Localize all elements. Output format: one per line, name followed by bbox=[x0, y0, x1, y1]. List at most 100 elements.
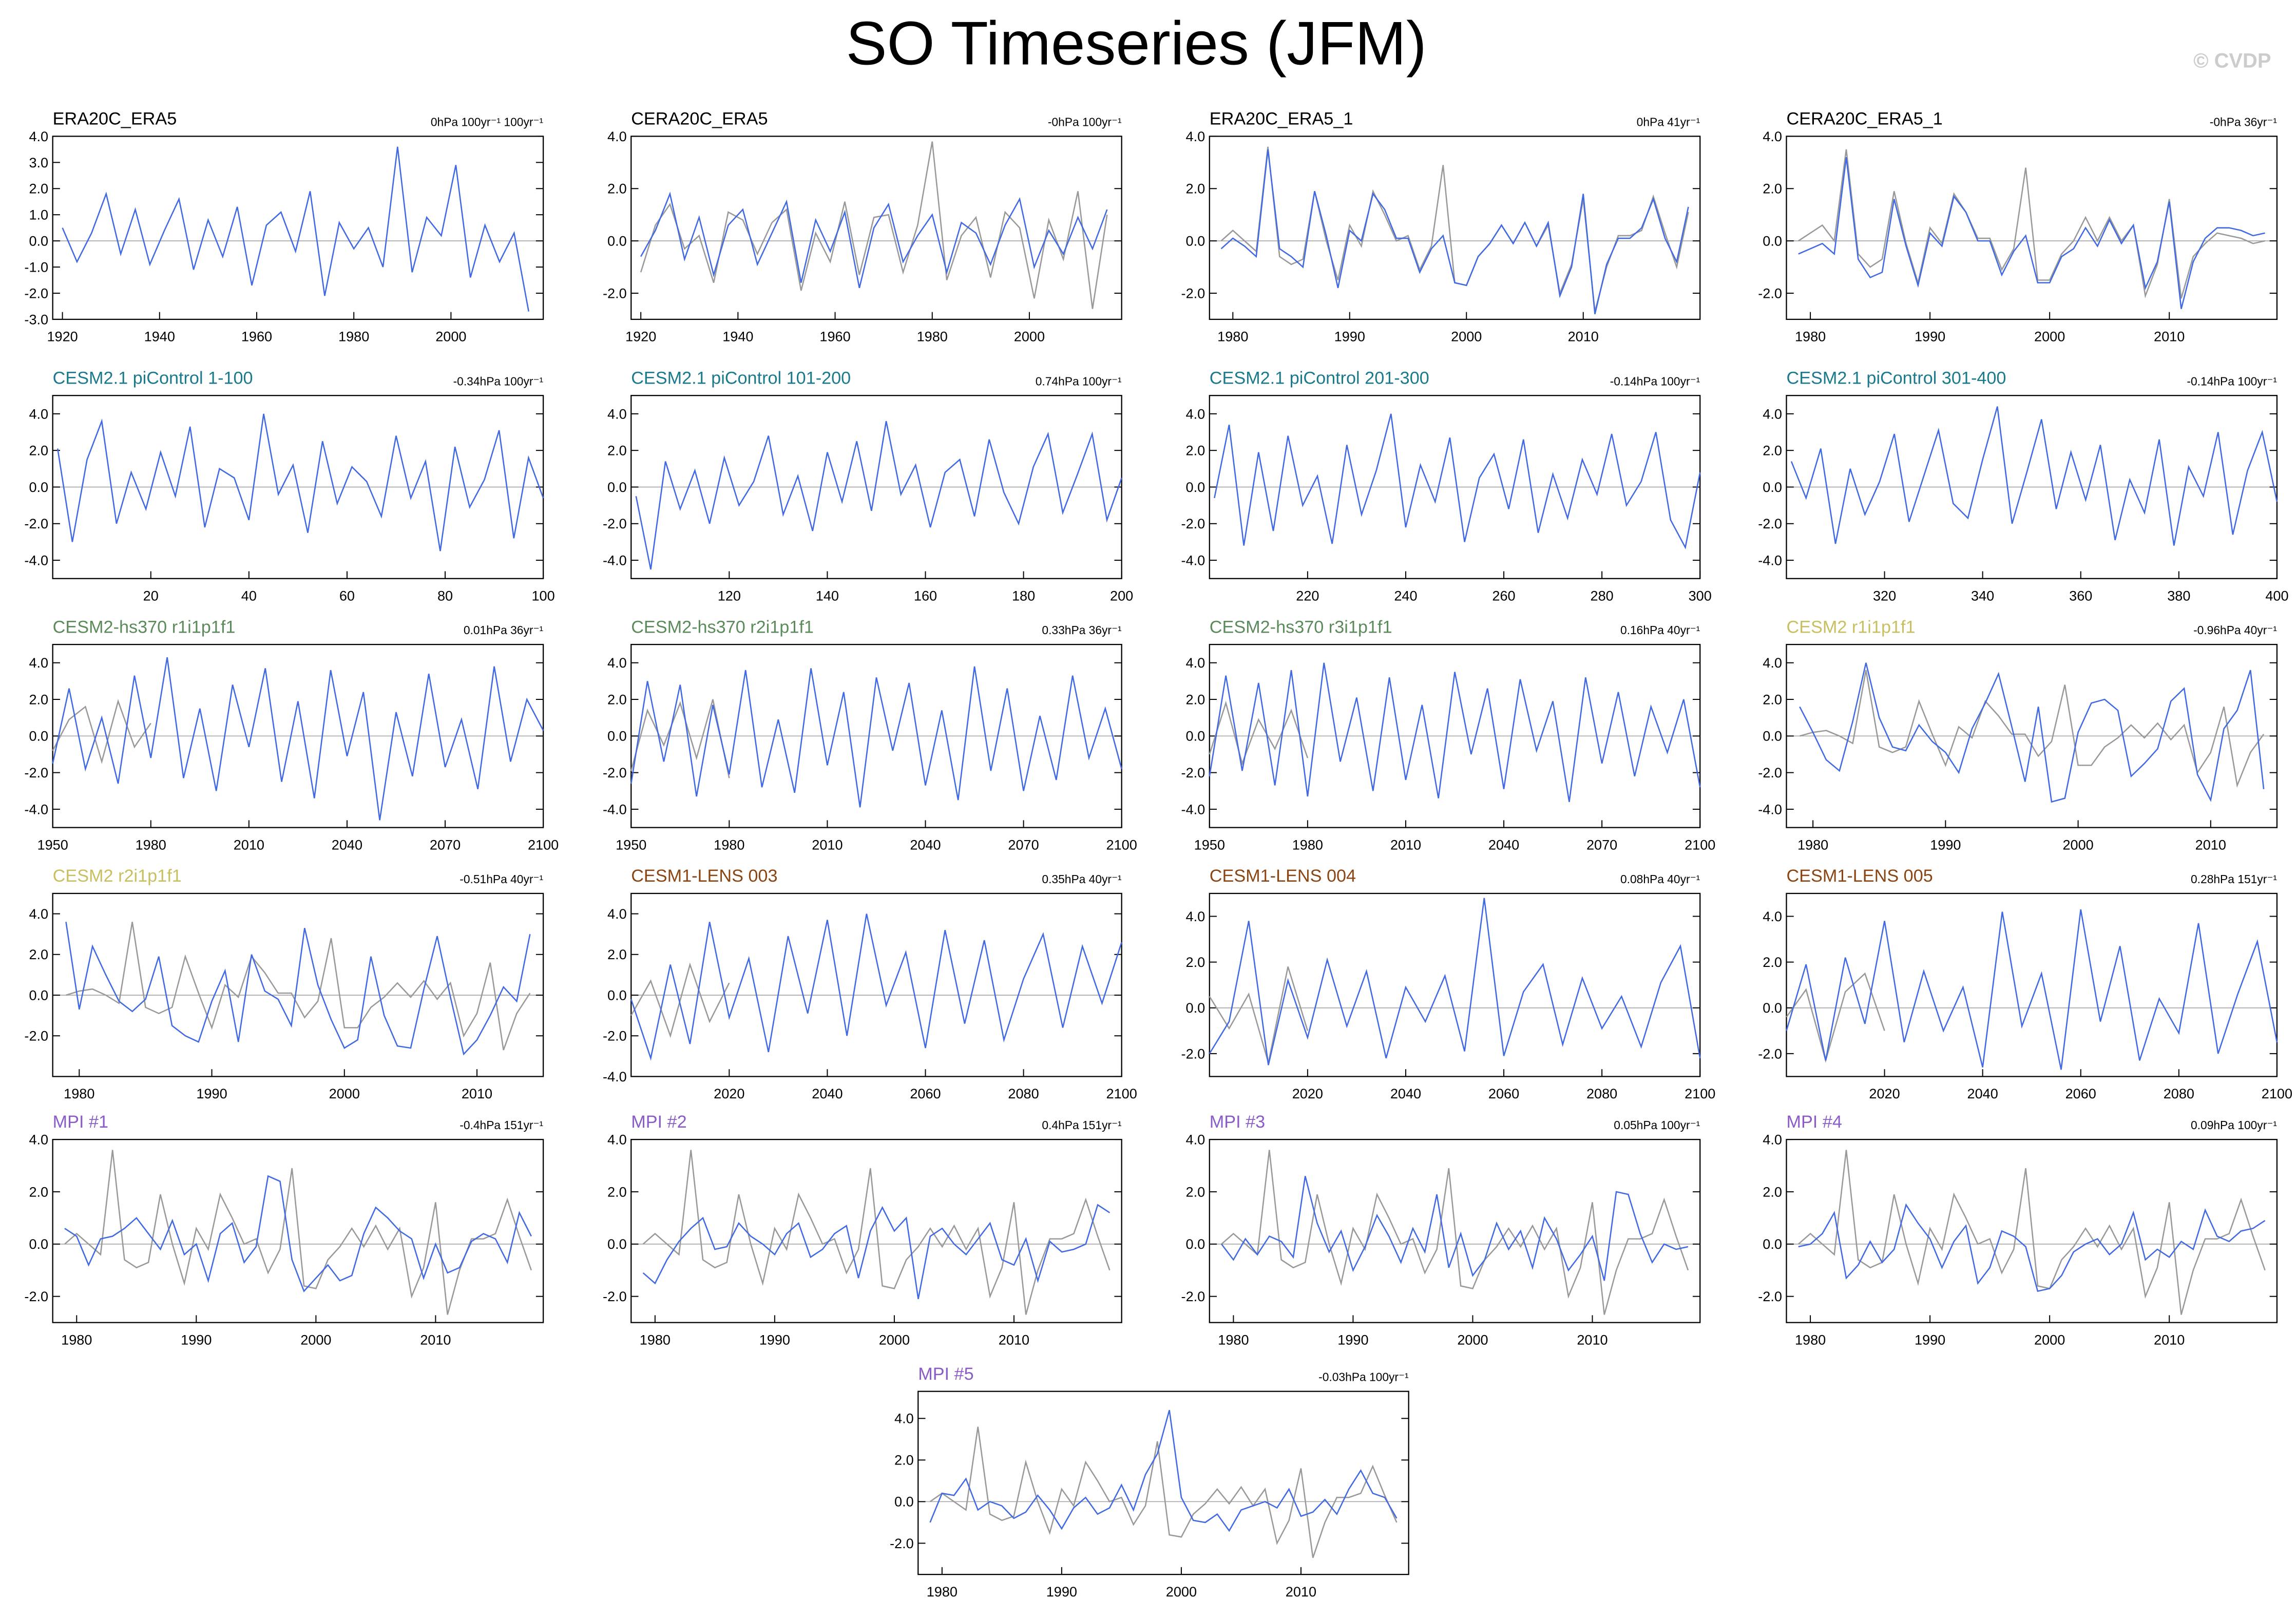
y-tick-label: 4.0 bbox=[1763, 128, 1782, 144]
plot-frame bbox=[1786, 136, 2278, 320]
y-tick-label: 4.0 bbox=[29, 1131, 48, 1147]
x-tick-label: 2040 bbox=[812, 1086, 843, 1101]
y-tick-label: -4.0 bbox=[24, 552, 48, 568]
series-line bbox=[1786, 909, 2278, 1070]
y-tick-label: -4.0 bbox=[603, 801, 627, 817]
x-tick-label: 200 bbox=[1110, 588, 1133, 604]
panel: CESM1-LENS 003 0.35hPa 40yr⁻¹ -4.0 -2.0 0.0 2… bbox=[603, 866, 1137, 1101]
panel: CESM2.1 piControl 101-200 0.74hPa 100yr⁻¹… bbox=[603, 368, 1133, 603]
y-tick-label: 4.0 bbox=[1186, 908, 1206, 924]
panel-subtitle: 0.05hPa 100yr⁻¹ bbox=[1614, 1118, 1700, 1132]
x-tick-label: 380 bbox=[2167, 588, 2190, 604]
y-tick-label: 4.0 bbox=[29, 906, 48, 922]
y-tick-label: 2.0 bbox=[1186, 181, 1206, 197]
series-line bbox=[630, 666, 1122, 808]
y-tick-label: 4.0 bbox=[1763, 1131, 1782, 1147]
x-tick-label: 2070 bbox=[430, 836, 461, 852]
series-line bbox=[1209, 700, 1309, 766]
y-tick-label: -4.0 bbox=[603, 552, 627, 568]
x-tick-label: 220 bbox=[1296, 588, 1319, 604]
y-tick-label: 2.0 bbox=[1763, 691, 1782, 707]
y-tick-label: -4.0 bbox=[1758, 801, 1782, 817]
x-tick-label: 2100 bbox=[1106, 836, 1137, 852]
panel-subtitle: -0.4hPa 151yr⁻¹ bbox=[460, 1118, 543, 1132]
plot-frame bbox=[630, 892, 1122, 1077]
y-tick-label: 0.0 bbox=[1763, 1000, 1782, 1016]
panel-subtitle: 0.01hPa 36yr⁻¹ bbox=[464, 623, 544, 637]
y-tick-label: 4.0 bbox=[607, 906, 627, 922]
y-tick-label: 2.0 bbox=[607, 443, 627, 459]
y-tick-label: 0.0 bbox=[607, 728, 627, 744]
x-tick-label: 100 bbox=[532, 588, 555, 604]
panel-subtitle: 0hPa 100yr⁻¹ 100yr⁻¹ bbox=[431, 115, 544, 128]
x-tick-label: 80 bbox=[437, 588, 453, 604]
series-line bbox=[66, 922, 531, 1051]
panel-subtitle: -0hPa 100yr⁻¹ bbox=[1048, 115, 1122, 128]
x-tick-label: 2000 bbox=[2034, 329, 2065, 345]
x-tick-label: 1980 bbox=[1795, 329, 1826, 345]
x-tick-label: 2100 bbox=[1685, 836, 1715, 852]
series-line bbox=[1797, 1150, 2266, 1315]
x-tick-label: 40 bbox=[241, 588, 257, 604]
plot-frame bbox=[630, 136, 1122, 320]
y-tick-label: -2.0 bbox=[603, 516, 627, 531]
y-tick-label: 4.0 bbox=[607, 128, 627, 144]
panel: CESM2.1 piControl 1-100 -0.34hPa 100yr⁻¹ -… bbox=[24, 368, 554, 603]
panel: MPI #3 0.05hPa 100yr⁻¹ -2.0 0.0 2.0 4.0 1980 19… bbox=[1181, 1112, 1701, 1347]
y-tick-label: 0.0 bbox=[607, 987, 627, 1003]
x-tick-label: 2000 bbox=[879, 1331, 910, 1347]
y-tick-label: -2.0 bbox=[890, 1535, 914, 1551]
panel-subtitle: 0.4hPa 151yr⁻¹ bbox=[1042, 1118, 1122, 1132]
panel-title: CESM2.1 piControl 101-200 bbox=[631, 368, 851, 388]
x-tick-label: 1940 bbox=[722, 329, 753, 345]
y-tick-label: 0.0 bbox=[1186, 728, 1206, 744]
x-tick-label: 2070 bbox=[1008, 836, 1039, 852]
series-line bbox=[62, 146, 529, 312]
x-tick-label: 1990 bbox=[759, 1331, 790, 1347]
plot-frame bbox=[52, 1138, 544, 1323]
plot-frame bbox=[52, 892, 544, 1077]
y-tick-label: 4.0 bbox=[607, 655, 627, 671]
y-tick-label: 2.0 bbox=[1763, 181, 1782, 197]
x-tick-label: 2010 bbox=[2154, 329, 2185, 345]
y-tick-label: -2.0 bbox=[24, 765, 48, 781]
panel: CESM2 r1i1p1f1 -0.96hPa 40yr⁻¹ -4.0 -2.0 0.0… bbox=[1758, 617, 2278, 852]
y-tick-label: -2.0 bbox=[1181, 1045, 1206, 1061]
x-tick-label: 1980 bbox=[917, 329, 948, 345]
series-line bbox=[1786, 972, 1885, 1063]
y-tick-label: -1.0 bbox=[24, 259, 48, 275]
x-tick-label: 2010 bbox=[462, 1086, 492, 1101]
x-tick-label: 300 bbox=[1689, 588, 1712, 604]
series-line bbox=[640, 192, 1108, 289]
panel: CERA20C_ERA5_1 -0hPa 36yr⁻¹ -2.0 0.0 2.0 4.0 1… bbox=[1758, 109, 2278, 345]
panel: ERA20C_ERA5 0hPa 100yr⁻¹ 100yr⁻¹ -3.0 -2.0 -… bbox=[24, 109, 544, 345]
y-tick-label: 2.0 bbox=[607, 946, 627, 962]
panel: MPI #5 -0.03hPa 100yr⁻¹ -2.0 0.0 2.0 4.0 1980 1… bbox=[890, 1364, 1409, 1600]
x-tick-label: 1920 bbox=[47, 329, 78, 345]
x-tick-label: 2010 bbox=[812, 836, 843, 852]
panel-title: CESM2 r1i1p1f1 bbox=[1786, 617, 1915, 637]
y-tick-label: -2.0 bbox=[603, 285, 627, 301]
panel-subtitle: 0hPa 41yr⁻¹ bbox=[1637, 115, 1700, 128]
x-tick-label: 1980 bbox=[136, 836, 166, 852]
x-tick-label: 1990 bbox=[181, 1331, 212, 1347]
y-tick-label: 4.0 bbox=[1186, 1131, 1206, 1147]
x-tick-label: 2010 bbox=[2195, 836, 2226, 852]
x-tick-label: 2080 bbox=[1586, 1086, 1617, 1101]
panel: CESM2-hs370 r3i1p1f1 0.16hPa 40yr⁻¹ -4.0 -2… bbox=[1181, 617, 1716, 852]
series-line bbox=[630, 699, 730, 778]
x-tick-label: 2020 bbox=[1292, 1086, 1323, 1101]
x-tick-label: 140 bbox=[816, 588, 839, 604]
series-line bbox=[64, 1150, 532, 1315]
y-tick-label: 0.0 bbox=[1186, 233, 1206, 249]
panel-subtitle: -0.14hPa 100yr⁻¹ bbox=[2187, 374, 2277, 388]
series-line bbox=[929, 1426, 1398, 1558]
y-tick-label: 0.0 bbox=[1763, 233, 1782, 249]
x-tick-label: 1980 bbox=[64, 1086, 94, 1101]
y-tick-label: 0.0 bbox=[1763, 728, 1782, 744]
y-tick-label: 2.0 bbox=[1186, 1184, 1206, 1200]
y-tick-label: 0.0 bbox=[1186, 1236, 1206, 1252]
y-tick-label: -4.0 bbox=[1758, 552, 1782, 568]
y-tick-label: -2.0 bbox=[1758, 1045, 1782, 1061]
